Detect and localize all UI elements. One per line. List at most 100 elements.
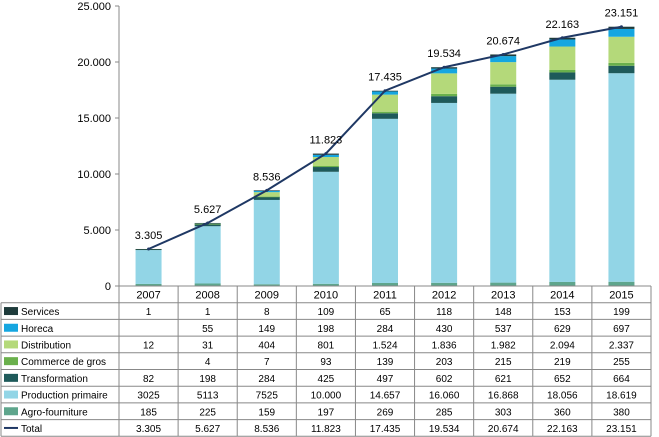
total-point — [324, 152, 328, 156]
table-cell: 148 — [495, 307, 512, 318]
bar-segment — [431, 282, 458, 286]
legend-key — [4, 373, 18, 382]
table-cell: 629 — [554, 324, 571, 335]
category-label: 2012 — [432, 289, 456, 301]
bar-segment — [194, 283, 221, 286]
bar-segment — [312, 154, 339, 158]
series-label: Agro-fourniture — [21, 407, 88, 418]
total-point — [619, 25, 623, 29]
table-cell: 118 — [436, 307, 452, 318]
y-tick-label: 0 — [105, 281, 111, 293]
table-cell: 18.056 — [547, 391, 578, 402]
table-cell: 5.627 — [195, 424, 220, 435]
series-label: Services — [21, 307, 59, 318]
table-cell: 199 — [613, 307, 630, 318]
table-cell: 20.674 — [488, 424, 519, 435]
bar-segment — [549, 46, 576, 70]
bar-segment — [312, 171, 339, 284]
bar-segment — [608, 36, 635, 63]
table-cell: 109 — [318, 307, 335, 318]
table-cell: 1.524 — [372, 340, 397, 351]
table-cell: 1.982 — [491, 340, 516, 351]
table-cell: 697 — [613, 324, 630, 335]
table-cell: 284 — [258, 374, 275, 385]
total-point — [383, 89, 387, 93]
bar-segment — [372, 111, 398, 114]
table-cell: 801 — [318, 340, 335, 351]
table-cell: 19.534 — [429, 424, 460, 435]
series-label: Distribution — [21, 340, 71, 351]
table-cell: 284 — [377, 324, 394, 335]
bar-segment — [253, 284, 280, 286]
bar-segment — [608, 281, 635, 286]
total-data-label: 22.163 — [546, 19, 580, 31]
table-cell: 159 — [258, 407, 275, 418]
table-cell: 5113 — [197, 391, 219, 402]
table-cell: 497 — [377, 374, 394, 385]
category-label: 2015 — [609, 289, 633, 301]
total-data-label: 3.305 — [135, 230, 163, 242]
table-cell: 198 — [199, 374, 216, 385]
bar-segment — [253, 196, 280, 200]
y-tick-label: 20.000 — [77, 57, 111, 69]
table-cell: 17.435 — [370, 424, 401, 435]
total-data-label: 5.627 — [194, 204, 222, 216]
bar-segment — [312, 165, 339, 168]
bar-segment — [608, 28, 635, 37]
bar-segment — [549, 69, 576, 73]
category-label: 2009 — [255, 289, 279, 301]
table-cell: 225 — [199, 407, 216, 418]
table-cell: 664 — [613, 374, 630, 385]
table-cell: 303 — [495, 407, 512, 418]
table-cell: 198 — [318, 324, 335, 335]
total-data-label: 23.151 — [605, 8, 639, 20]
total-point — [265, 188, 269, 192]
bar-segment — [253, 192, 280, 197]
legend-key — [4, 323, 18, 332]
table-cell: 8.536 — [254, 424, 279, 435]
table-cell: 149 — [258, 324, 275, 335]
table-cell: 360 — [554, 407, 571, 418]
bar-segment — [490, 282, 517, 286]
table-cell: 31 — [202, 340, 214, 351]
bar-segment — [431, 73, 458, 94]
table-cell: 621 — [495, 374, 512, 385]
table-cell: 4 — [205, 357, 211, 368]
y-tick-label: 25.000 — [77, 1, 111, 13]
total-point — [442, 65, 446, 69]
table-cell: 2.094 — [550, 340, 575, 351]
bar-segment — [372, 118, 398, 283]
table-cell: 7525 — [256, 391, 279, 402]
table-cell: 185 — [140, 407, 157, 418]
bar-segment — [490, 86, 517, 94]
table-cell: 12 — [143, 340, 155, 351]
bar-segment — [608, 62, 635, 66]
table-cell: 602 — [436, 374, 453, 385]
bar-segment — [135, 250, 162, 284]
table-cell: 93 — [320, 357, 332, 368]
bar-segment — [372, 91, 398, 95]
category-label: 2007 — [136, 289, 160, 301]
table-cell: 1 — [146, 307, 152, 318]
table-cell: 425 — [318, 374, 335, 385]
bar-segment — [135, 283, 162, 286]
table-cell: 23.151 — [606, 424, 637, 435]
bar-segment — [608, 65, 635, 74]
bar-segment — [194, 226, 221, 284]
table-cell: 380 — [613, 407, 630, 418]
table-cell: 3025 — [137, 391, 160, 402]
category-label: 2013 — [491, 289, 515, 301]
bar-segment — [549, 79, 576, 282]
category-label: 2014 — [550, 289, 574, 301]
series-label: Horeca — [21, 324, 54, 335]
bar-segment — [608, 73, 635, 282]
legend-key — [4, 357, 18, 366]
total-point — [147, 247, 151, 251]
y-tick-label: 15.000 — [77, 113, 111, 125]
table-cell: 197 — [318, 407, 335, 418]
table-cell: 219 — [554, 357, 571, 368]
table-cell: 1 — [205, 307, 211, 318]
category-label: 2011 — [373, 289, 397, 301]
table-cell: 285 — [436, 407, 453, 418]
